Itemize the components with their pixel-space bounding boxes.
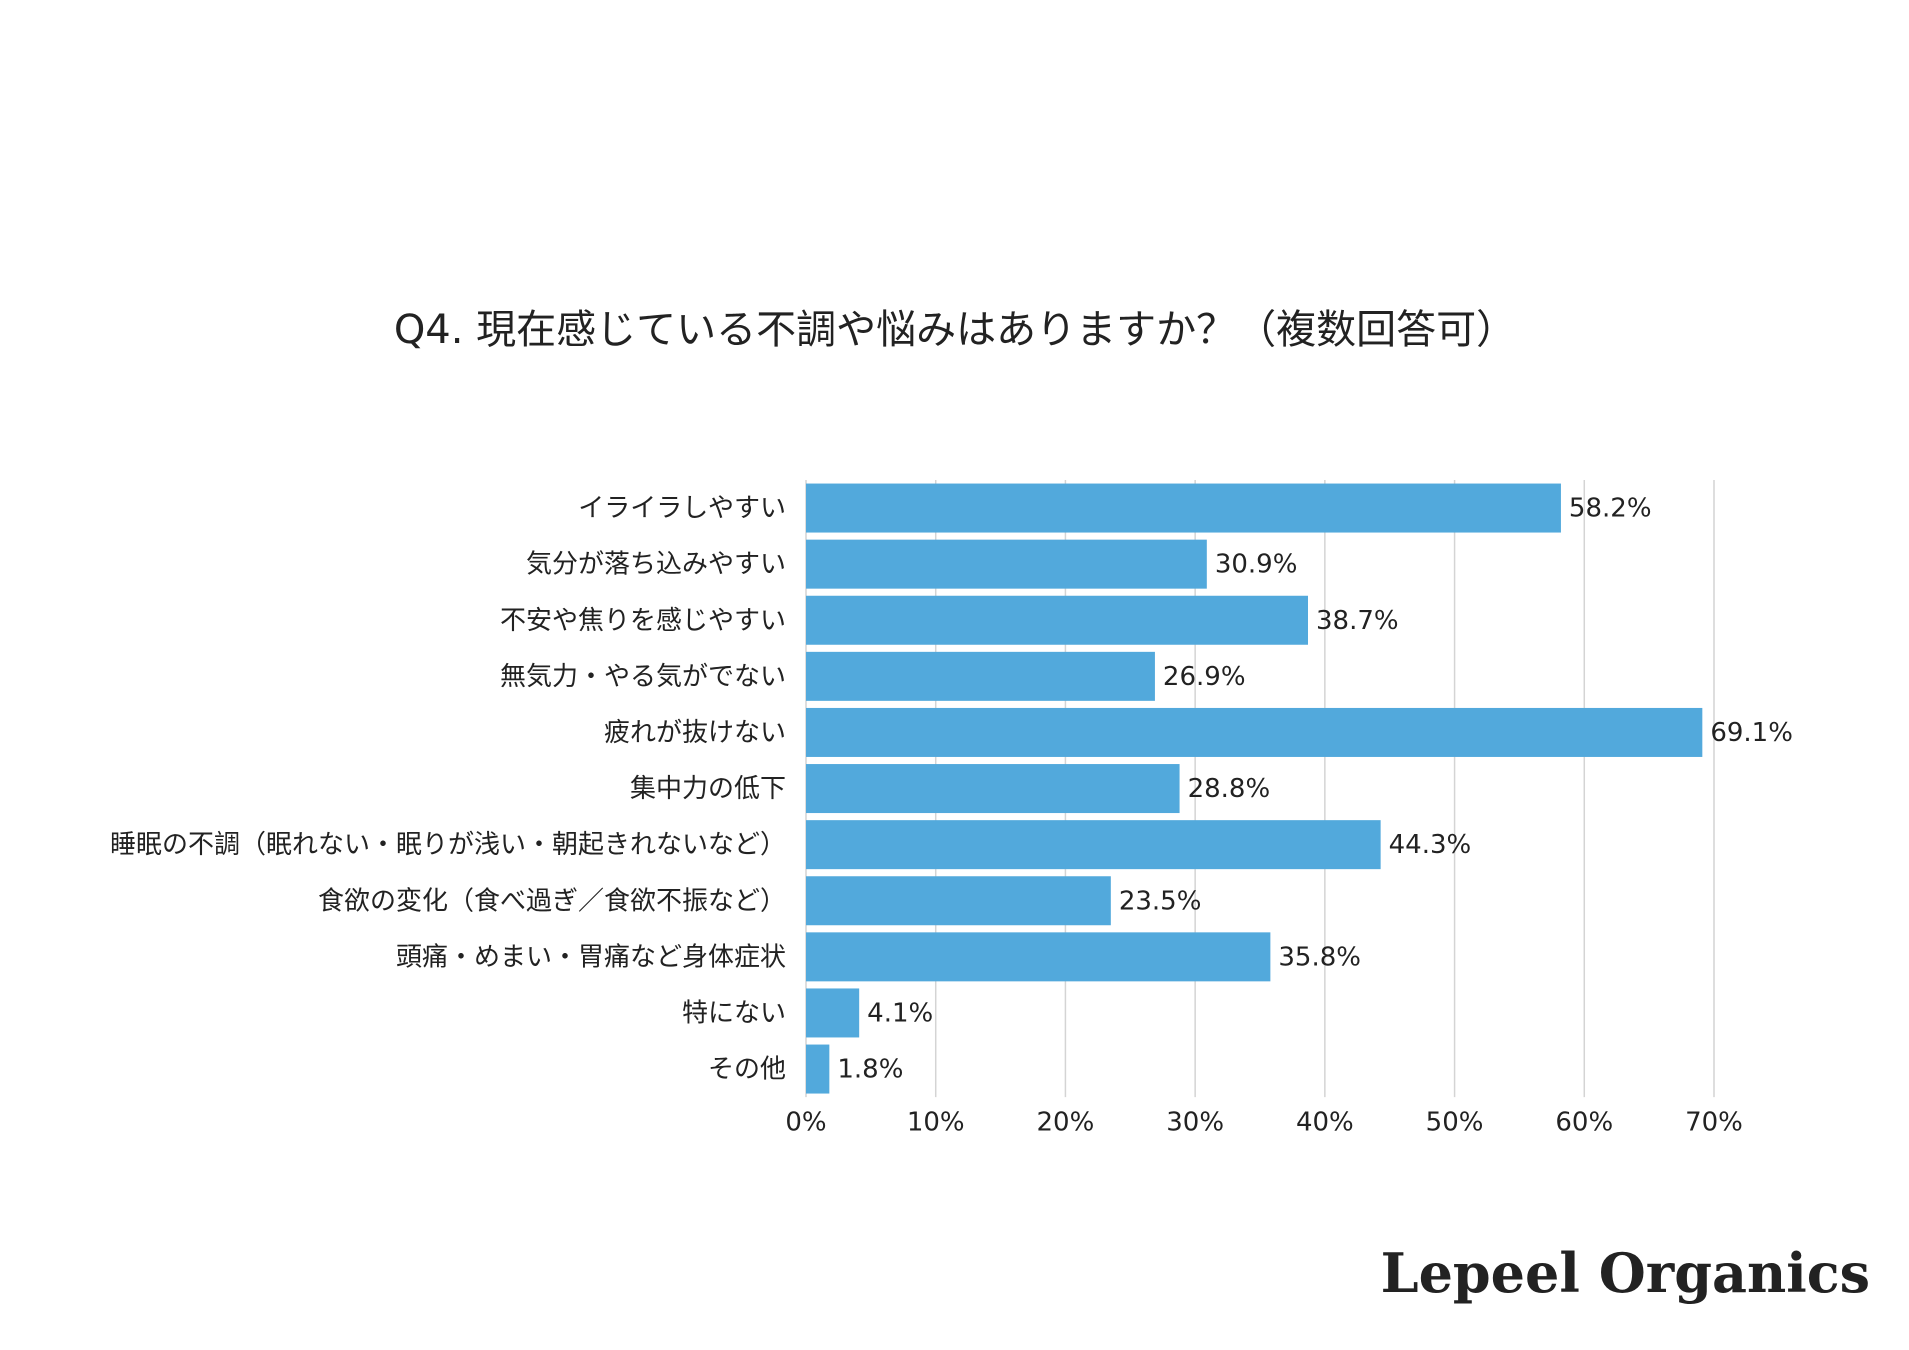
x-tick-label: 30% — [1166, 1108, 1224, 1138]
bar — [806, 988, 860, 1038]
y-tick-label: 気分が落ち込みやすい — [526, 550, 786, 580]
value-label: 30.9% — [1215, 550, 1298, 580]
value-label: 35.8% — [1278, 942, 1361, 972]
bar — [806, 539, 1207, 589]
bar — [806, 595, 1308, 645]
bar — [806, 651, 1155, 701]
y-tick-label: 特にない — [682, 998, 786, 1028]
y-tick-label: 無気力・やる気がでない — [500, 662, 786, 692]
bar — [806, 932, 1271, 982]
x-tick-label: 50% — [1426, 1108, 1484, 1138]
y-tick-label: 睡眠の不調（眠れない・眠りが浅い・朝起きれないなど） — [110, 830, 786, 860]
y-tick-label: 不安や焦りを感じやすい — [500, 606, 786, 636]
y-tick-label: イライラしやすい — [578, 494, 786, 524]
value-label: 26.9% — [1163, 662, 1246, 692]
y-tick-label: 集中力の低下 — [630, 774, 786, 804]
value-label: 1.8% — [837, 1055, 903, 1085]
value-label: 69.1% — [1710, 718, 1793, 748]
bar — [806, 1044, 830, 1094]
chart-title: Q4. 現在感じている不調や悩みはありますか？（複数回答可） — [394, 307, 1516, 353]
value-label: 4.1% — [867, 998, 933, 1028]
x-tick-label: 60% — [1555, 1108, 1613, 1138]
value-label: 23.5% — [1119, 886, 1202, 916]
y-tick-label: 頭痛・めまい・胃痛など身体症状 — [396, 942, 786, 972]
x-tick-label: 70% — [1685, 1108, 1743, 1138]
bar — [806, 820, 1381, 870]
x-tick-label: 10% — [907, 1108, 965, 1138]
value-label: 58.2% — [1569, 494, 1652, 524]
x-tick-label: 40% — [1296, 1108, 1354, 1138]
bar — [806, 707, 1703, 757]
y-tick-label: 疲れが抜けない — [604, 718, 786, 748]
value-label: 38.7% — [1316, 606, 1399, 636]
x-tick-label: 0% — [785, 1108, 826, 1138]
bar — [806, 483, 1561, 533]
y-tick-label: 食欲の変化（食べ過ぎ／食欲不振など） — [318, 886, 786, 916]
y-tick-label: その他 — [708, 1055, 786, 1085]
value-label: 44.3% — [1389, 830, 1472, 860]
value-label: 28.8% — [1188, 774, 1271, 804]
bar — [806, 876, 1111, 926]
brand-logo: Lepeel Organics — [1381, 1241, 1870, 1305]
bar — [806, 764, 1180, 814]
x-tick-label: 20% — [1037, 1108, 1095, 1138]
